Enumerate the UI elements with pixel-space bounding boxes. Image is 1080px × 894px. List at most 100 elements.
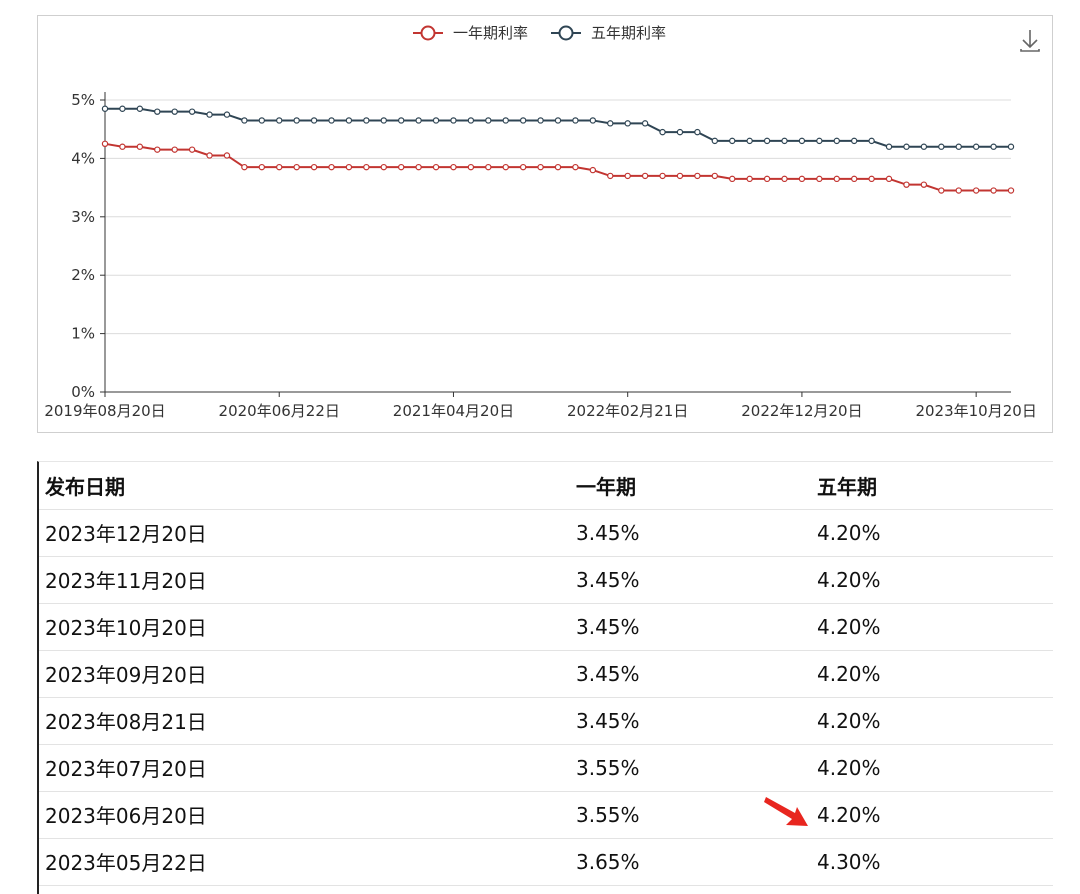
data-point <box>972 187 980 194</box>
data-point <box>816 137 823 145</box>
data-point <box>763 137 771 145</box>
data-point <box>920 143 928 150</box>
table-row: 2023年05月22日 3.65% 4.30% <box>39 838 1053 886</box>
cell-five-year: 4.20% <box>811 697 1053 745</box>
table-row: 2023年06月20日 3.55% 4.20% <box>39 791 1053 839</box>
data-point <box>276 117 283 124</box>
data-point <box>798 175 806 183</box>
cell-one-year: 3.55% <box>570 791 811 839</box>
data-point <box>258 117 266 124</box>
data-point <box>136 143 144 150</box>
data-point <box>641 120 649 127</box>
table-row: 2023年11月20日 3.45% 4.20% <box>39 556 1053 604</box>
data-point <box>990 143 997 150</box>
data-point <box>903 181 910 188</box>
data-point <box>868 137 875 145</box>
data-point <box>397 117 405 124</box>
data-point <box>432 117 440 124</box>
data-point <box>903 143 910 150</box>
data-point <box>136 105 144 112</box>
data-point <box>990 187 997 194</box>
data-point <box>554 117 562 124</box>
data-point <box>1007 143 1015 150</box>
data-point <box>415 163 422 171</box>
data-point <box>868 175 875 183</box>
data-point <box>502 117 509 124</box>
cell-five-year: 4.20% <box>811 603 1053 651</box>
data-point <box>1007 187 1015 194</box>
data-point <box>885 143 893 150</box>
data-point <box>380 117 387 124</box>
data-point <box>972 143 980 150</box>
data-point <box>955 143 962 150</box>
data-point <box>537 117 544 124</box>
download-icon[interactable] <box>1016 26 1044 54</box>
data-point <box>119 143 126 150</box>
y-tick-label: 4% <box>71 149 95 167</box>
data-point <box>746 175 753 183</box>
data-point <box>258 163 266 171</box>
data-point <box>101 105 109 112</box>
legend-marker <box>420 25 436 41</box>
header-date: 发布日期 <box>39 462 570 510</box>
data-point <box>607 172 614 180</box>
data-point <box>188 108 196 115</box>
data-point <box>310 117 318 124</box>
cell-five-year: 4.20% <box>811 650 1053 698</box>
cell-five-year: 4.20% <box>811 791 1053 839</box>
data-point <box>485 117 492 124</box>
header-five-year: 五年期 <box>811 462 1053 510</box>
table-header-row: 发布日期 一年期 五年期 <box>39 462 1053 510</box>
cell-date: 2023年10月20日 <box>39 603 570 651</box>
table-row: 2023年07月20日 3.55% 4.20% <box>39 744 1053 792</box>
data-point <box>450 117 457 124</box>
data-point <box>729 175 736 183</box>
data-point <box>519 163 527 171</box>
data-point <box>885 175 893 183</box>
data-point <box>223 152 231 159</box>
table-row: 2023年10月20日 3.45% 4.20% <box>39 603 1053 651</box>
data-point <box>554 163 562 171</box>
x-tick-label: 2021年04月20日 <box>393 402 514 420</box>
cell-date: 2023年09月20日 <box>39 650 570 698</box>
data-point <box>380 163 387 171</box>
data-point <box>659 172 666 180</box>
data-point <box>502 163 509 171</box>
data-point <box>154 146 161 153</box>
data-point <box>276 163 283 171</box>
data-point <box>798 137 806 145</box>
data-point <box>781 137 788 145</box>
legend-label[interactable]: 一年期利率 <box>453 24 528 42</box>
data-point <box>850 137 858 145</box>
legend-label[interactable]: 五年期利率 <box>591 24 666 42</box>
data-point <box>746 137 753 145</box>
data-point <box>938 187 945 194</box>
data-point <box>659 128 666 136</box>
data-point <box>763 175 771 183</box>
data-point <box>363 163 370 171</box>
data-point <box>641 172 649 180</box>
x-tick-label: 2022年12月20日 <box>741 402 862 420</box>
data-point <box>171 146 178 153</box>
data-point <box>328 117 335 124</box>
red-arrow-annotation <box>764 797 808 826</box>
table-row: 2023年12月20日 3.45% 4.20% <box>39 509 1053 557</box>
data-point <box>206 152 213 159</box>
data-point <box>572 163 579 171</box>
cell-one-year: 3.55% <box>570 744 811 792</box>
data-point <box>223 111 231 118</box>
cell-one-year: 3.65% <box>570 838 811 886</box>
cell-one-year: 3.45% <box>570 603 811 651</box>
cell-one-year: 3.45% <box>570 556 811 604</box>
data-point <box>293 163 300 171</box>
cell-five-year: 4.30% <box>811 838 1053 886</box>
data-point <box>328 163 335 171</box>
data-point <box>345 117 353 124</box>
y-tick-label: 1% <box>71 325 95 343</box>
data-point <box>589 166 597 174</box>
data-point <box>467 163 475 171</box>
cell-date: 2023年08月21日 <box>39 697 570 745</box>
data-point <box>293 117 300 124</box>
data-point <box>188 146 196 153</box>
y-tick-label: 2% <box>71 266 95 284</box>
